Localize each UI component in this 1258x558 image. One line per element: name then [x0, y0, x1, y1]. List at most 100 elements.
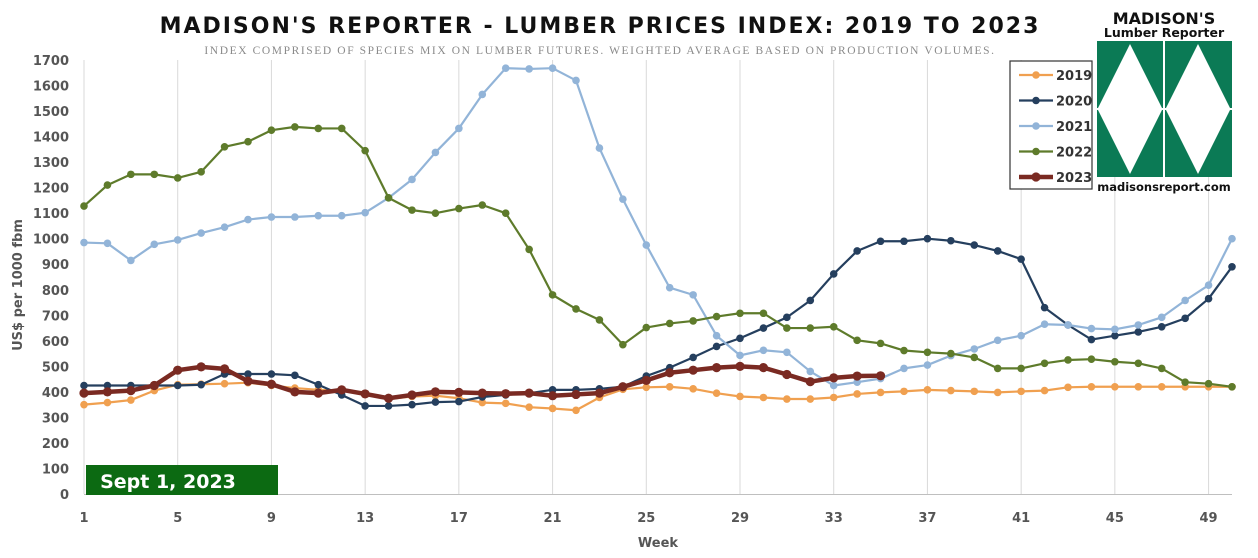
- data-point-2021: [642, 241, 651, 249]
- y-tick-label: 1400: [33, 131, 69, 146]
- x-tick-label: 5: [173, 511, 182, 526]
- data-point-2022: [1157, 364, 1166, 373]
- data-point-2020: [806, 296, 815, 305]
- data-point-2020: [455, 397, 463, 406]
- data-point-2023: [383, 393, 394, 403]
- data-point-2021: [408, 175, 416, 184]
- y-tick-label: 1700: [33, 54, 69, 69]
- data-point-2021: [783, 348, 791, 357]
- x-axis-label: Week: [638, 536, 679, 551]
- legend-label: 2021: [1056, 120, 1092, 135]
- data-point-2020: [314, 380, 323, 389]
- data-point-2019: [736, 392, 744, 401]
- data-point-2019: [759, 393, 768, 402]
- data-point-2023: [219, 364, 230, 374]
- data-point-2019: [829, 393, 838, 402]
- legend-label: 2020: [1056, 95, 1092, 110]
- data-point-2019: [127, 396, 135, 404]
- data-point-2022: [525, 245, 533, 254]
- data-point-2023: [665, 368, 675, 378]
- data-point-2020: [291, 371, 299, 380]
- y-tick-label: 300: [42, 411, 69, 426]
- date-badge-background: [86, 465, 278, 495]
- data-point-2019: [712, 389, 721, 397]
- chart-header: MADISON'S REPORTER - LUMBER PRICES INDEX…: [160, 14, 1039, 57]
- x-tick-label: 25: [637, 511, 655, 526]
- y-tick-label: 1500: [33, 105, 69, 120]
- data-point-2022: [80, 202, 88, 210]
- data-point-2023: [243, 376, 253, 386]
- x-tick-label: 29: [731, 511, 749, 526]
- data-point-2022: [173, 174, 182, 182]
- data-point-2021: [1017, 331, 1025, 340]
- data-point-2021: [572, 76, 580, 85]
- data-point-2020: [1204, 294, 1213, 303]
- data-point-2022: [291, 123, 299, 131]
- data-point-2020: [970, 241, 979, 249]
- data-point-2019: [1087, 382, 1096, 391]
- data-point-2021: [970, 345, 979, 353]
- series-line-2021: [82, 67, 1234, 387]
- data-point-2023: [266, 379, 277, 389]
- data-point-2022: [314, 124, 323, 133]
- data-point-2021: [361, 208, 369, 217]
- y-tick-label: 0: [60, 488, 69, 503]
- data-point-2019: [1017, 387, 1025, 396]
- data-point-2023: [618, 382, 628, 392]
- x-tick-label: 41: [1012, 511, 1030, 526]
- data-point-2020: [923, 234, 932, 243]
- data-point-2022: [1087, 355, 1096, 364]
- data-point-2019: [478, 398, 487, 407]
- data-point-2021: [1134, 321, 1143, 329]
- data-point-2021: [80, 238, 88, 247]
- data-point-2023: [477, 388, 487, 398]
- data-point-2021: [619, 195, 627, 203]
- data-point-2022: [1064, 356, 1072, 364]
- data-point-2021: [806, 367, 815, 376]
- data-point-2019: [1134, 382, 1143, 391]
- data-point-2020: [853, 247, 861, 255]
- legend-item-2019: 2019: [1019, 69, 1092, 84]
- x-tick-label: 13: [356, 511, 374, 526]
- logo-tree-bottom-right: [1166, 110, 1230, 174]
- series-layer: [79, 64, 1236, 415]
- data-point-2022: [267, 126, 276, 135]
- data-point-2023: [149, 380, 159, 391]
- data-point-2022: [595, 316, 604, 324]
- data-point-2021: [1181, 296, 1189, 305]
- legend-swatch-marker: [1032, 122, 1040, 130]
- logo-tree-bottom-left: [1098, 110, 1162, 174]
- data-point-2021: [455, 124, 463, 133]
- data-point-2022: [337, 124, 346, 133]
- data-point-2020: [244, 370, 252, 378]
- data-point-2019: [572, 406, 580, 415]
- data-point-2021: [1228, 234, 1236, 243]
- series-line-2019: [82, 381, 1234, 412]
- data-point-2020: [1181, 314, 1189, 323]
- y-tick-label: 400: [42, 386, 69, 401]
- series-2021: [80, 64, 1236, 390]
- data-point-2022: [736, 309, 744, 318]
- data-point-2022: [619, 340, 627, 349]
- y-tick-label: 200: [42, 437, 69, 452]
- x-tick-label: 49: [1200, 511, 1218, 526]
- data-point-2023: [641, 375, 651, 385]
- data-point-2023: [501, 389, 511, 399]
- data-point-2020: [829, 270, 838, 278]
- logo-tree-top-left: [1098, 44, 1162, 108]
- x-tick-label: 45: [1106, 511, 1124, 526]
- data-point-2021: [501, 64, 510, 72]
- y-tick-label: 900: [42, 258, 69, 273]
- data-point-2020: [197, 380, 205, 389]
- data-point-2019: [501, 399, 510, 408]
- data-point-2022: [127, 170, 135, 179]
- data-point-2023: [688, 365, 698, 375]
- data-point-2020: [759, 324, 768, 332]
- date-badge-text: Sept 1, 2023: [100, 471, 236, 493]
- data-point-2021: [548, 64, 557, 72]
- data-point-2020: [783, 313, 791, 322]
- logo-url: madisonsreport.com: [1097, 180, 1231, 194]
- data-point-2022: [947, 349, 955, 358]
- data-point-2021: [1111, 325, 1119, 334]
- data-point-2019: [806, 395, 815, 403]
